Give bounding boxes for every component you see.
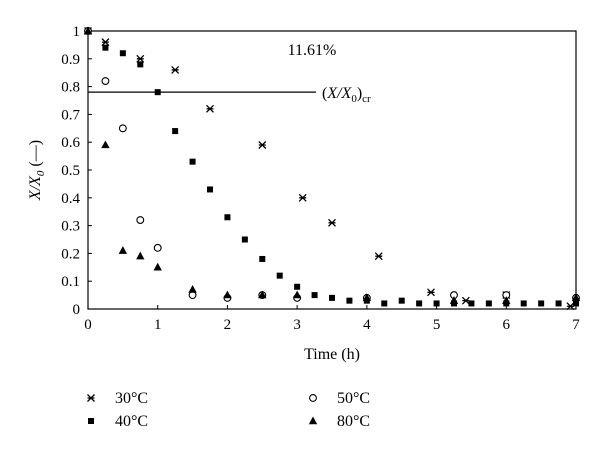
square-point (468, 300, 475, 307)
triangle-point (449, 296, 459, 304)
triangle-point (188, 285, 197, 293)
square-point (346, 297, 353, 304)
square-point (154, 89, 161, 96)
square-point (102, 44, 109, 51)
y-tick-label: 0.1 (61, 274, 80, 290)
x-tick-label: 4 (363, 317, 371, 333)
legend-item: 30°C (87, 390, 148, 407)
legend: 30°C 40°C 50°C 80°C (87, 390, 370, 430)
data-marks (83, 26, 581, 311)
square-point (276, 272, 283, 279)
x-tick-label: 2 (224, 317, 232, 333)
square-point (381, 300, 388, 307)
x-tick-label: 1 (154, 317, 162, 333)
square-point (224, 214, 231, 221)
x-tick-label: 3 (293, 317, 301, 333)
square-point (416, 300, 423, 307)
triangle-point (83, 26, 93, 35)
y-tick-label: 0.7 (61, 107, 80, 123)
star-point (258, 141, 267, 149)
y-tick-label: 0 (73, 302, 81, 318)
series-square (85, 28, 579, 307)
circle-point (153, 243, 162, 252)
y-tick-label: 0.5 (61, 163, 80, 179)
square-point (485, 300, 492, 307)
legend-circle-icon (309, 394, 317, 402)
triangle-point (502, 296, 511, 304)
square-point (189, 158, 196, 165)
square-point (294, 283, 301, 290)
y-axis-title: X/X0 (—) (27, 140, 47, 201)
square-point (207, 186, 213, 193)
legend-label: 40°C (115, 413, 148, 430)
legend-star-icon (87, 394, 95, 402)
square-point (311, 292, 318, 299)
percent-annotation: 11.61% (288, 42, 337, 59)
legend-item: 40°C (88, 413, 148, 430)
axis-ticks: 0 1 2 3 4 5 6 7 0 0.1 0.2 0.3 0.4 0.5 0.6 0.7 0.8 0.9 1 (61, 24, 580, 333)
legend-label: 50°C (337, 390, 370, 407)
critical-label: (X/X0)cr (322, 85, 371, 105)
square-point (172, 128, 179, 135)
y-tick-label: 0.9 (61, 52, 80, 68)
star-point (328, 218, 336, 227)
star-point (427, 288, 435, 297)
legend-item: 50°C (309, 390, 370, 407)
legend-item: 80°C (308, 413, 370, 430)
x-tick-label: 0 (84, 317, 92, 333)
square-point (137, 61, 144, 68)
triangle-point (118, 246, 128, 254)
y-tick-label: 0.6 (61, 135, 80, 151)
plot-frame (87, 30, 577, 310)
y-tick-label: 0.8 (61, 80, 80, 96)
y-tick-label: 0.2 (61, 246, 80, 262)
triangle-point (292, 290, 302, 299)
square-point (520, 300, 527, 307)
series-triangle (83, 26, 581, 304)
square-point (329, 294, 335, 301)
triangle-point (136, 251, 145, 260)
triangle-point (571, 293, 581, 302)
square-point (538, 300, 545, 307)
x-tick-label: 6 (503, 317, 511, 333)
star-point (136, 54, 145, 63)
y-tick-label: 1 (73, 24, 81, 40)
star-point (374, 252, 383, 261)
legend-label: 30°C (115, 390, 148, 407)
y-tick-label: 0.4 (61, 191, 80, 207)
square-point (398, 297, 405, 304)
star-point (566, 302, 575, 311)
triangle-point (101, 140, 110, 149)
square-point (555, 300, 562, 307)
series-circle (84, 27, 580, 302)
square-point (259, 255, 266, 262)
star-point (171, 65, 180, 74)
legend-square-icon (88, 418, 94, 424)
star-point (461, 296, 470, 305)
triangle-point (223, 290, 232, 299)
circle-point (118, 124, 127, 133)
square-point (433, 300, 440, 307)
square-point (119, 50, 126, 57)
triangle-point (258, 290, 267, 299)
x-axis-title: Time (h) (304, 346, 360, 363)
x-tick-label: 5 (433, 317, 441, 333)
square-point (241, 236, 248, 243)
y-tick-label: 0.3 (61, 219, 80, 235)
legend-label: 80°C (337, 413, 370, 430)
circle-point (136, 216, 145, 224)
x-tick-label: 7 (572, 317, 580, 333)
star-point (298, 193, 307, 202)
triangle-point (153, 262, 162, 271)
circle-point (101, 77, 110, 85)
triangle-point (362, 293, 372, 302)
star-point (101, 38, 110, 47)
legend-triangle-icon (308, 416, 318, 425)
square-point (573, 300, 579, 307)
star-point (206, 104, 214, 113)
